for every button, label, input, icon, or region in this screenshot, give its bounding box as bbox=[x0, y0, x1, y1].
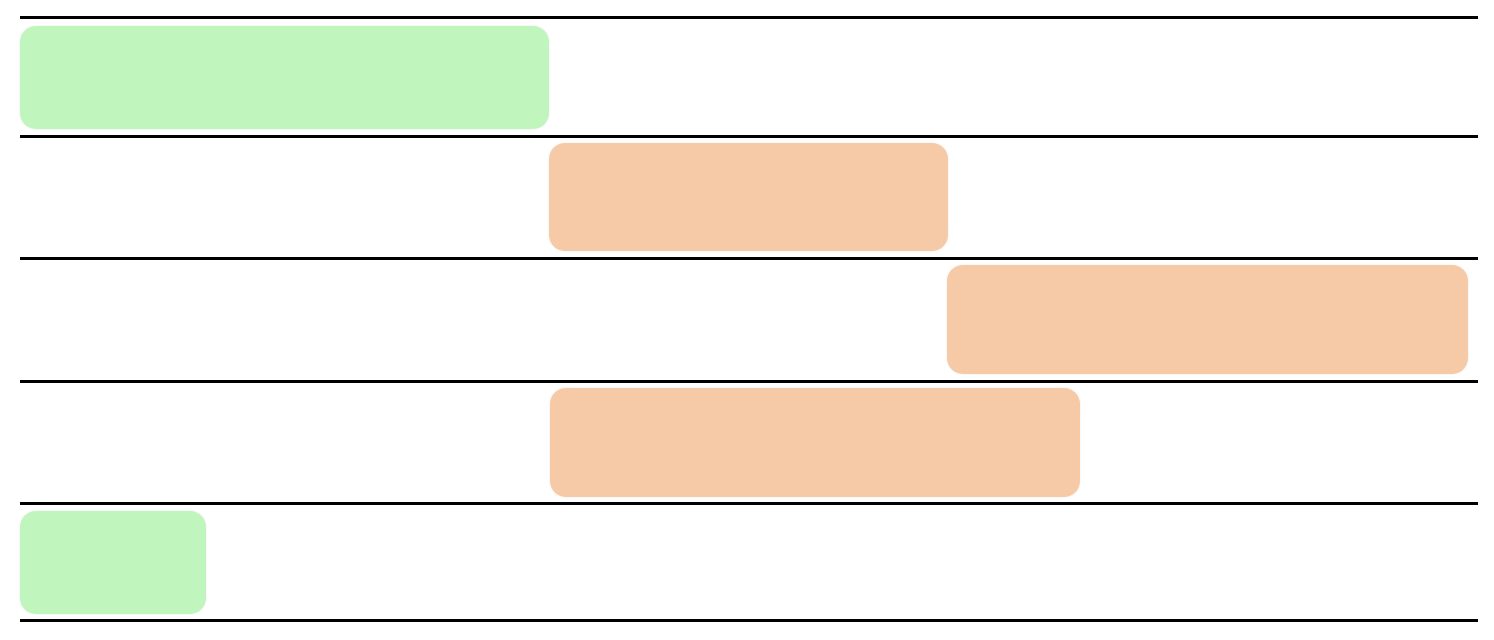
lane-divider bbox=[20, 257, 1478, 260]
lane-5-bar bbox=[20, 511, 206, 614]
lane-divider bbox=[20, 380, 1478, 383]
lane-divider bbox=[20, 502, 1478, 505]
lane-3-bar bbox=[947, 265, 1468, 374]
lane-1-bar bbox=[20, 26, 549, 129]
lane-divider bbox=[20, 135, 1478, 138]
lane-4-bar bbox=[550, 388, 1080, 497]
lane-divider bbox=[20, 619, 1478, 622]
lane-divider bbox=[20, 16, 1478, 19]
lane-2-bar bbox=[549, 143, 948, 251]
